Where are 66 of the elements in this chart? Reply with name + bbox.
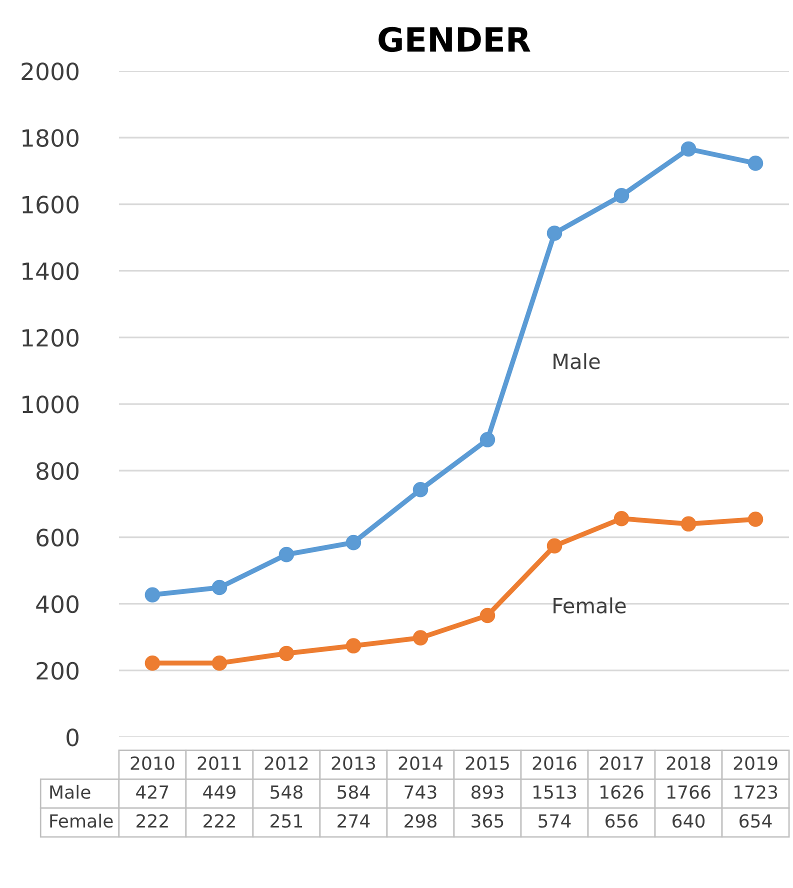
data-label: 574 xyxy=(538,814,571,828)
point xyxy=(748,156,764,171)
point xyxy=(680,516,696,532)
series-label: Female xyxy=(554,597,626,614)
point xyxy=(680,141,696,157)
point xyxy=(748,512,764,527)
point xyxy=(144,655,160,671)
x-tick-label: 2010 xyxy=(130,756,174,770)
data-label: 365 xyxy=(472,814,504,828)
point xyxy=(278,646,294,662)
text: Male xyxy=(50,784,90,799)
point xyxy=(546,538,562,554)
y-tick-label: 200 xyxy=(36,662,78,680)
x-tick-label: 2016 xyxy=(532,756,576,770)
y-tick-label: 400 xyxy=(36,595,78,614)
x-tick-label: 2012 xyxy=(264,756,308,770)
data-label: 1513 xyxy=(534,785,576,799)
x-tick-label: 2014 xyxy=(398,756,442,770)
data-label: 222 xyxy=(136,814,168,828)
series-label: Male xyxy=(554,353,600,370)
y-tick-label: 1200 xyxy=(22,328,78,347)
y-tick-label: 2000 xyxy=(22,62,78,80)
data-label: 449 xyxy=(203,785,236,799)
data-label: 1766 xyxy=(668,785,710,799)
data-label: 640 xyxy=(672,814,705,828)
y-tick-label: 0 xyxy=(66,728,78,746)
point xyxy=(546,226,562,241)
data-label: 656 xyxy=(606,814,638,828)
data-label: 298 xyxy=(404,814,436,828)
y-tick-label: 1000 xyxy=(22,395,78,414)
data-label: 1626 xyxy=(600,785,644,799)
chart-title: GENDER xyxy=(378,26,530,52)
point xyxy=(346,534,362,550)
point xyxy=(614,510,630,526)
y-tick-label: 800 xyxy=(36,462,78,480)
y-tick-label: 1400 xyxy=(22,262,78,280)
text: Female xyxy=(50,814,113,828)
point xyxy=(212,655,228,671)
y-tick-label: 1800 xyxy=(22,129,78,147)
data-label: 743 xyxy=(404,785,436,799)
point xyxy=(412,482,428,498)
x-tick-label: 2018 xyxy=(666,756,710,770)
point xyxy=(480,432,496,448)
data-label: 893 xyxy=(471,785,504,799)
data-label: 222 xyxy=(204,814,235,828)
point xyxy=(412,630,428,646)
data-label: 548 xyxy=(270,785,302,799)
y-tick-label: 1600 xyxy=(22,196,78,214)
data-label: 584 xyxy=(338,785,370,799)
point xyxy=(278,546,294,562)
y-tick-label: 600 xyxy=(36,528,78,547)
point xyxy=(480,608,496,624)
data-label: 427 xyxy=(136,785,168,799)
point xyxy=(614,188,630,204)
point xyxy=(346,638,362,654)
point xyxy=(212,580,228,596)
x-tick-label: 2017 xyxy=(600,756,643,770)
x-tick-label: 2015 xyxy=(466,756,509,770)
data-label: 654 xyxy=(740,814,772,828)
x-tick-label: 2011 xyxy=(198,756,241,770)
data-label: 274 xyxy=(338,814,370,828)
data-label: 251 xyxy=(270,814,302,828)
x-tick-label: 2019 xyxy=(734,756,778,770)
point xyxy=(144,587,160,602)
x-tick-label: 2013 xyxy=(332,756,376,770)
data-label: 1723 xyxy=(734,785,778,799)
